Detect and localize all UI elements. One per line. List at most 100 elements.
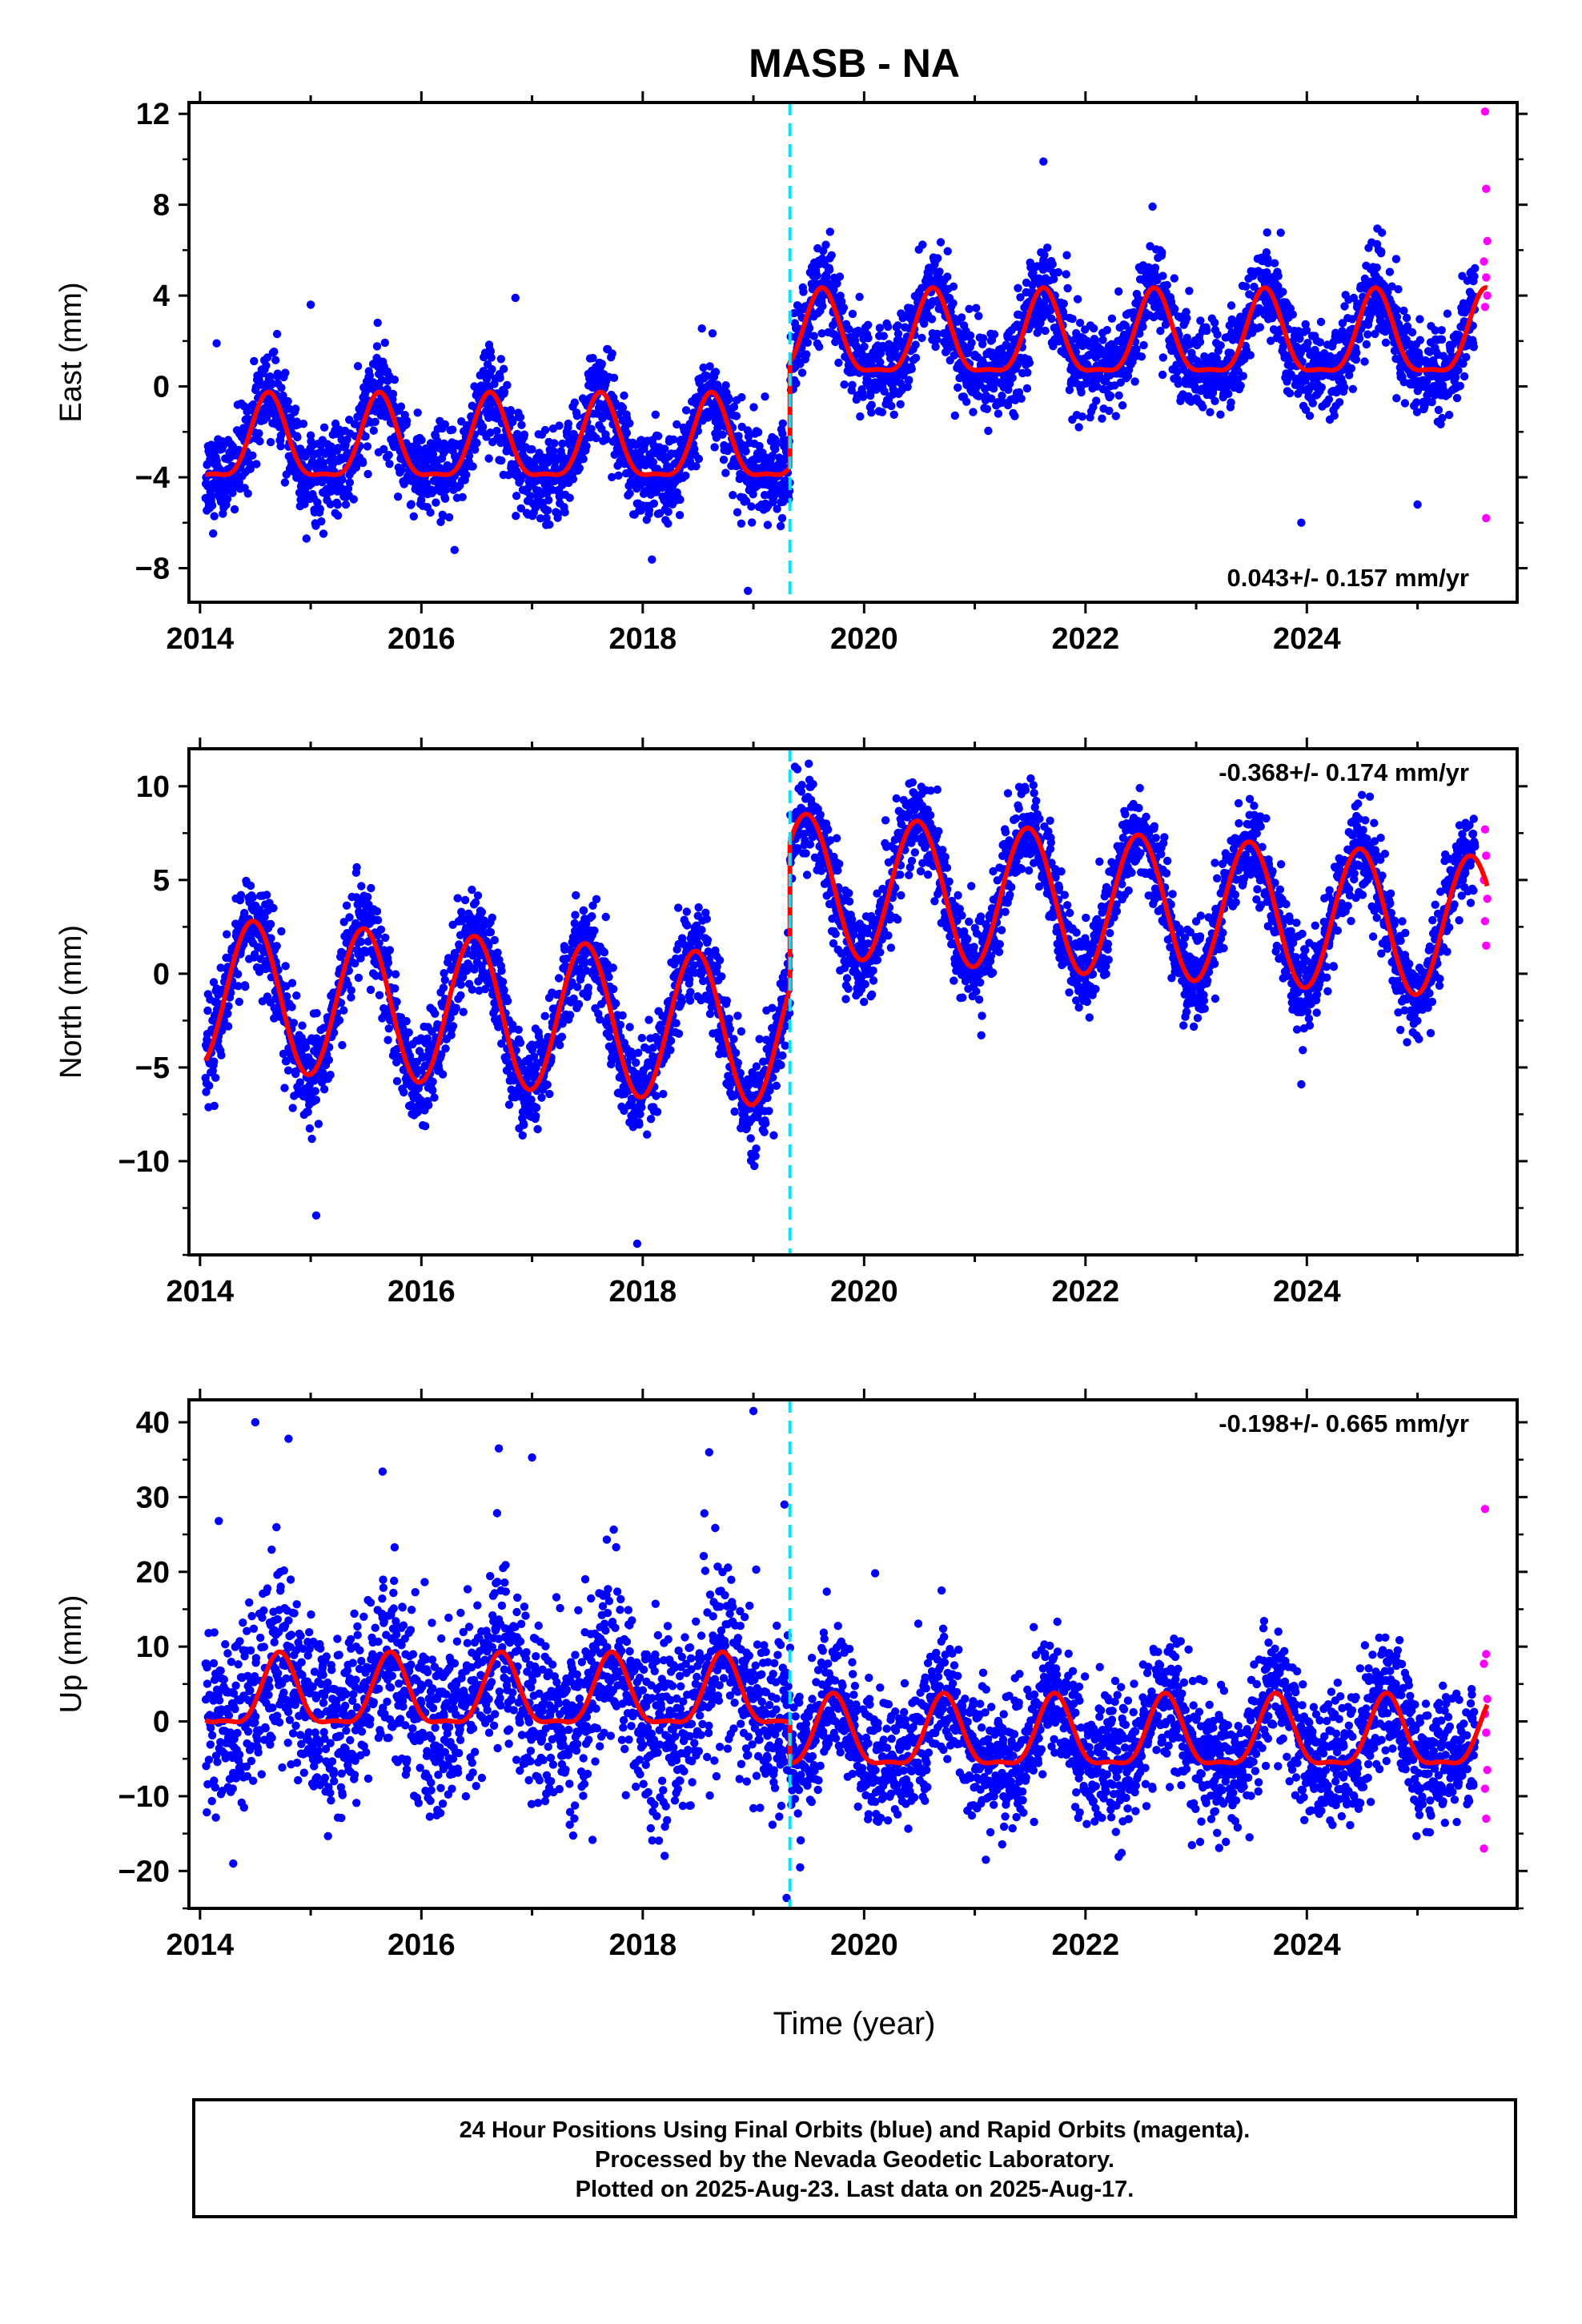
final-orbit-point bbox=[363, 442, 372, 451]
final-orbit-point bbox=[572, 412, 581, 420]
final-orbit-point bbox=[729, 491, 737, 500]
final-orbit-point bbox=[864, 334, 873, 343]
final-orbit-point bbox=[1008, 373, 1017, 382]
final-orbit-point bbox=[354, 973, 363, 983]
final-orbit-point bbox=[867, 400, 876, 409]
final-orbit-point bbox=[210, 1101, 219, 1111]
final-orbit-point bbox=[1437, 335, 1447, 344]
final-orbit-point bbox=[375, 991, 384, 999]
final-orbit-point bbox=[1195, 337, 1205, 347]
final-orbit-point bbox=[587, 424, 596, 433]
final-orbit-point bbox=[512, 512, 520, 521]
final-orbit-point bbox=[293, 432, 302, 442]
final-orbit-point bbox=[1050, 275, 1058, 283]
final-orbit-point bbox=[597, 360, 606, 368]
final-orbit-point bbox=[263, 353, 272, 362]
final-orbit-point bbox=[422, 479, 432, 488]
final-orbit-point bbox=[1460, 372, 1469, 381]
final-orbit-point bbox=[230, 505, 239, 514]
final-orbit-point bbox=[1362, 340, 1371, 349]
final-orbit-point bbox=[990, 330, 999, 339]
final-orbit-point bbox=[1274, 271, 1283, 280]
final-orbit-point bbox=[376, 925, 386, 935]
final-orbit-point bbox=[277, 384, 286, 392]
final-orbit-point bbox=[246, 881, 255, 891]
final-orbit-point bbox=[669, 435, 678, 444]
final-orbit-point bbox=[1385, 267, 1395, 276]
final-orbit-point bbox=[1211, 396, 1219, 405]
rapid-orbit-point bbox=[1482, 184, 1491, 193]
final-orbit-point bbox=[966, 331, 975, 340]
final-orbit-point bbox=[391, 970, 400, 979]
final-orbit-point bbox=[351, 420, 359, 428]
final-orbit-point bbox=[352, 862, 361, 872]
final-orbit-point bbox=[426, 508, 435, 517]
final-orbit-point bbox=[371, 417, 379, 426]
final-orbit-point bbox=[372, 907, 382, 916]
final-orbit-point bbox=[1255, 323, 1265, 332]
final-orbit-point bbox=[266, 919, 275, 929]
final-orbit-point bbox=[733, 508, 742, 517]
final-orbit-point bbox=[809, 332, 818, 340]
final-orbit-point bbox=[673, 420, 681, 429]
final-orbit-point bbox=[448, 425, 457, 434]
final-orbit-point bbox=[568, 475, 578, 484]
final-orbit-point bbox=[815, 342, 824, 352]
final-orbit-point bbox=[1270, 259, 1279, 267]
final-orbit-point bbox=[235, 997, 243, 1007]
final-orbit-point bbox=[288, 1104, 297, 1112]
final-orbit-point bbox=[1098, 336, 1107, 344]
final-orbit-point bbox=[721, 468, 730, 477]
final-orbit-point bbox=[487, 353, 496, 362]
final-orbit-point bbox=[936, 238, 946, 247]
final-orbit-point bbox=[1471, 263, 1480, 273]
final-orbit-point bbox=[404, 1028, 413, 1037]
final-orbit-point bbox=[1017, 394, 1026, 403]
final-orbit-point bbox=[1170, 274, 1179, 283]
final-orbit-point bbox=[879, 332, 889, 340]
final-orbit-point bbox=[1062, 270, 1070, 279]
final-orbit-point bbox=[356, 937, 366, 947]
final-orbit-point bbox=[217, 1051, 226, 1059]
final-orbit-point bbox=[799, 287, 808, 296]
final-orbit-point bbox=[934, 254, 942, 263]
final-orbit-point bbox=[1394, 285, 1403, 294]
final-orbit-point bbox=[579, 455, 588, 464]
final-orbit-point bbox=[1068, 315, 1077, 324]
final-orbit-point bbox=[664, 519, 673, 528]
final-orbit-point bbox=[298, 1021, 307, 1030]
final-orbit-point bbox=[413, 408, 422, 417]
final-orbit-point bbox=[848, 380, 857, 389]
final-orbit-point bbox=[207, 501, 217, 510]
final-orbit-point bbox=[609, 373, 619, 382]
final-orbit-point bbox=[648, 457, 657, 467]
final-orbit-point bbox=[306, 300, 315, 309]
final-orbit-point bbox=[1158, 353, 1168, 362]
final-orbit-point bbox=[911, 340, 920, 349]
final-orbit-point bbox=[564, 419, 572, 428]
rapid-orbit-point bbox=[1480, 257, 1488, 266]
y-tick-label: 12 bbox=[136, 98, 170, 131]
final-orbit-point bbox=[917, 333, 926, 343]
final-orbit-point bbox=[833, 336, 842, 345]
final-orbit-point bbox=[468, 885, 476, 895]
final-orbit-point bbox=[732, 412, 741, 420]
final-orbit-point bbox=[711, 368, 721, 376]
final-orbit-point bbox=[536, 514, 545, 523]
final-orbit-point bbox=[1413, 500, 1422, 509]
final-orbit-point bbox=[681, 471, 690, 480]
final-orbit-point bbox=[367, 883, 375, 893]
final-orbit-point bbox=[464, 451, 474, 460]
final-orbit-point bbox=[889, 410, 898, 419]
x-tick-label: 2024 bbox=[1273, 622, 1341, 656]
final-orbit-point bbox=[207, 493, 216, 501]
final-orbit-point bbox=[943, 272, 952, 281]
x-tick-label: 2020 bbox=[830, 622, 898, 656]
final-orbit-point bbox=[661, 444, 669, 453]
final-orbit-point bbox=[287, 979, 297, 987]
final-orbit-point bbox=[1063, 283, 1072, 293]
final-orbit-point bbox=[292, 991, 301, 1000]
final-orbit-point bbox=[338, 1040, 347, 1050]
